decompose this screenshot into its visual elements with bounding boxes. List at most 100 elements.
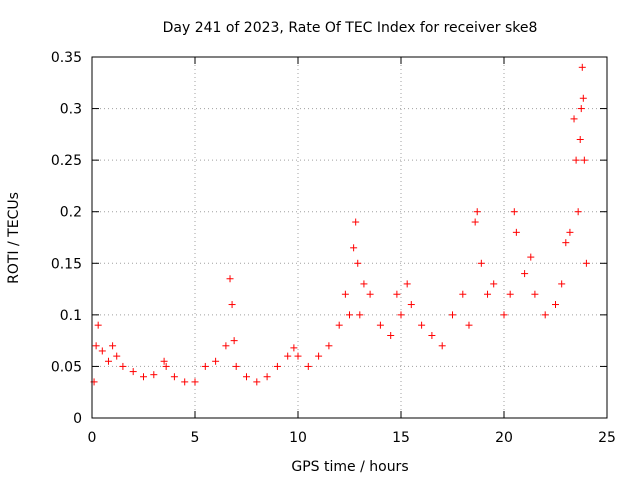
data-point xyxy=(228,301,236,309)
data-point xyxy=(290,344,298,352)
data-point xyxy=(212,357,220,365)
data-point xyxy=(471,218,479,226)
data-point xyxy=(562,239,570,247)
data-point xyxy=(577,105,585,113)
data-point xyxy=(140,373,147,381)
data-point xyxy=(449,311,456,319)
data-point xyxy=(253,378,261,386)
data-point xyxy=(418,321,426,329)
data-point xyxy=(477,259,485,267)
data-point xyxy=(222,342,230,350)
data-point xyxy=(181,378,189,386)
y-tick-label: 0 xyxy=(73,411,82,427)
x-tick-label: 25 xyxy=(598,430,616,446)
data-point xyxy=(579,94,587,102)
axis-ticks: 0 5 10 15 20 25 0 0.05 0.1 0.15 0.2 0.25 0.3 0.35 xyxy=(51,50,616,446)
data-point xyxy=(552,301,559,309)
data-point xyxy=(354,259,362,267)
data-point xyxy=(558,280,566,288)
data-point xyxy=(294,352,302,360)
data-point xyxy=(459,290,467,298)
data-point xyxy=(512,228,520,236)
data-point xyxy=(230,337,238,345)
data-point xyxy=(162,362,170,370)
data-point xyxy=(510,208,518,216)
data-point xyxy=(129,368,137,376)
y-tick-label: 0.15 xyxy=(51,256,82,272)
data-point xyxy=(226,275,234,283)
data-point xyxy=(109,342,117,350)
data-point xyxy=(263,373,271,381)
x-tick-label: 20 xyxy=(495,430,513,446)
data-point xyxy=(360,280,368,288)
data-point xyxy=(350,244,358,252)
data-point xyxy=(407,301,415,309)
x-tick-label: 15 xyxy=(392,430,410,446)
data-point xyxy=(403,280,411,288)
y-tick-label: 0.35 xyxy=(51,50,82,66)
x-tick-label: 5 xyxy=(191,430,200,446)
data-point xyxy=(580,156,588,164)
data-point xyxy=(315,352,323,360)
data-point xyxy=(490,280,498,288)
y-tick-label: 0.1 xyxy=(60,308,82,324)
data-point xyxy=(366,290,374,298)
data-point xyxy=(393,290,401,298)
data-point xyxy=(465,321,473,329)
data-point xyxy=(376,321,384,329)
data-point xyxy=(341,290,349,298)
y-tick-label: 0.3 xyxy=(60,102,82,118)
y-tick-label: 0.05 xyxy=(51,359,82,375)
data-point xyxy=(150,371,158,379)
data-point xyxy=(325,342,333,350)
data-point xyxy=(273,362,281,370)
plot-frame xyxy=(91,56,608,419)
data-point xyxy=(572,156,580,164)
data-point xyxy=(113,352,121,360)
x-tick-label: 0 xyxy=(88,430,97,446)
data-point xyxy=(500,311,508,319)
data-point xyxy=(473,208,481,216)
data-point xyxy=(582,259,590,267)
data-point xyxy=(243,373,250,381)
data-point xyxy=(570,115,578,123)
data-point xyxy=(104,357,112,365)
y-tick-label: 0.2 xyxy=(60,205,82,221)
data-point xyxy=(397,311,405,319)
data-points xyxy=(90,63,590,386)
y-axis-label: ROTI / TECUs xyxy=(6,192,22,284)
data-point xyxy=(541,311,549,319)
data-point xyxy=(160,357,168,365)
x-axis-label: GPS time / hours xyxy=(291,459,408,475)
data-point xyxy=(438,342,446,350)
data-point xyxy=(94,321,102,329)
data-point xyxy=(304,362,312,370)
data-point xyxy=(387,331,395,339)
data-point xyxy=(566,228,574,236)
data-point xyxy=(284,352,292,360)
data-point xyxy=(576,136,584,144)
data-point xyxy=(170,373,178,381)
data-point xyxy=(191,378,199,386)
chart-title: Day 241 of 2023, Rate Of TEC Index for r… xyxy=(163,20,538,36)
data-point xyxy=(352,218,360,226)
data-point xyxy=(574,208,582,216)
data-point xyxy=(92,342,100,350)
data-point xyxy=(201,362,209,370)
data-point xyxy=(527,253,535,261)
data-point xyxy=(484,290,492,298)
data-point xyxy=(232,362,240,370)
data-point xyxy=(98,347,106,355)
data-point xyxy=(346,311,353,319)
data-point xyxy=(356,311,364,319)
data-point xyxy=(578,63,586,71)
data-point xyxy=(119,362,127,370)
x-tick-label: 10 xyxy=(289,430,307,446)
data-point xyxy=(506,290,514,298)
data-point xyxy=(428,331,436,339)
data-point xyxy=(531,290,539,298)
data-point xyxy=(521,270,529,278)
data-point xyxy=(335,321,343,329)
